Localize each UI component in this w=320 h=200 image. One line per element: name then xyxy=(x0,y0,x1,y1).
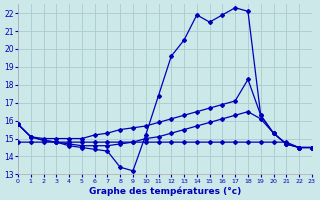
X-axis label: Graphe des températures (°c): Graphe des températures (°c) xyxy=(89,186,241,196)
